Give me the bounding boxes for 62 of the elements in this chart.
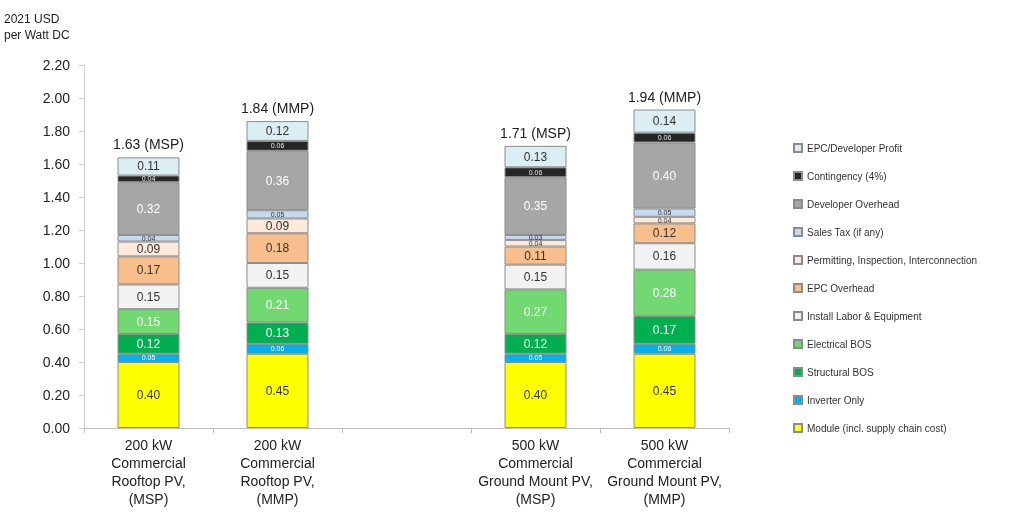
data-label: 0.11	[524, 248, 548, 263]
legend-label: Install Labor & Equipment	[807, 310, 922, 322]
data-label: 0.15	[136, 289, 161, 304]
total-label: 1.71 (MSP)	[500, 124, 571, 141]
y-tick-label: 1.60	[42, 156, 71, 172]
legend-label: Contingency (4%)	[807, 170, 887, 182]
data-label: 0.45	[265, 383, 290, 398]
x-tick-label: 200 kW Commercial Rooftop PV, (MMP)	[240, 437, 315, 507]
x-tick-label: 500 kW Commercial Ground Mount PV, (MMP)	[607, 437, 722, 507]
data-label: 0.45	[652, 383, 677, 398]
data-label: 0.13	[523, 149, 548, 164]
data-label: 0.18	[265, 241, 290, 256]
data-label: 0.40	[652, 168, 677, 183]
data-label: 0.12	[523, 336, 548, 351]
data-label: 0.09	[265, 218, 290, 233]
data-label: 0.17	[652, 322, 677, 337]
legend-label: Module (incl. supply chain cost)	[807, 422, 947, 434]
y-tick-label: 0.60	[42, 321, 71, 337]
data-label: 0.32	[136, 201, 161, 216]
data-label: 0.15	[265, 268, 290, 283]
x-tick-label: 200 kW Commercial Rooftop PV, (MSP)	[111, 437, 186, 507]
total-label: 1.94 (MMP)	[627, 88, 702, 105]
y-tick-label: 2.20	[42, 57, 71, 73]
y-tick-label: 0.80	[42, 288, 71, 304]
data-label: 0.15	[523, 270, 548, 285]
data-label: 0.40	[523, 388, 548, 402]
y-axis-title: 2021 USD per Watt DC	[4, 12, 70, 42]
data-label: 0.09	[136, 241, 161, 256]
data-label: 0.35	[523, 199, 548, 214]
legend-label: Structural BOS	[807, 366, 875, 378]
data-label: 0.12	[652, 226, 677, 241]
data-label: 0.12	[265, 124, 290, 138]
data-label: 0.27	[523, 304, 548, 319]
legend-label: EPC Overhead	[807, 282, 875, 294]
y-tick-label: 0.00	[42, 420, 71, 436]
data-label: 0.40	[136, 388, 161, 402]
total-label: 1.84 (MMP)	[240, 100, 315, 117]
data-label: 0.28	[652, 285, 677, 300]
total-label: 1.63 (MSP)	[113, 136, 184, 153]
legend-label: Sales Tax (if any)	[807, 226, 884, 238]
legend-label: EPC/Developer Profit	[807, 142, 903, 154]
y-tick-label: 0.40	[42, 354, 71, 370]
data-label: 0.17	[136, 263, 161, 278]
x-tick-label: 500 kW Commercial Ground Mount PV, (MSP)	[478, 437, 593, 507]
data-label: 0.36	[265, 173, 290, 188]
y-tick-label: 1.00	[42, 255, 71, 271]
data-label: 0.12	[136, 336, 161, 351]
y-tick-label: 1.40	[42, 189, 71, 205]
y-tick-label: 1.20	[42, 222, 71, 238]
data-label: 0.14	[652, 114, 677, 129]
data-label: 0.16	[652, 249, 677, 264]
legend-label: Electrical BOS	[807, 338, 872, 350]
y-tick-label: 0.20	[42, 387, 71, 403]
y-tick-label: 1.80	[42, 123, 71, 139]
legend-label: Developer Overhead	[807, 198, 900, 210]
legend-label: Permitting, Inspection, Interconnection	[807, 254, 978, 266]
data-label: 0.15	[136, 314, 161, 329]
legend-label: Inverter Only	[807, 394, 865, 406]
data-label: 0.21	[265, 298, 290, 313]
data-label: 0.11	[137, 159, 161, 174]
y-tick-label: 2.00	[42, 90, 71, 106]
data-label: 0.13	[265, 326, 290, 341]
